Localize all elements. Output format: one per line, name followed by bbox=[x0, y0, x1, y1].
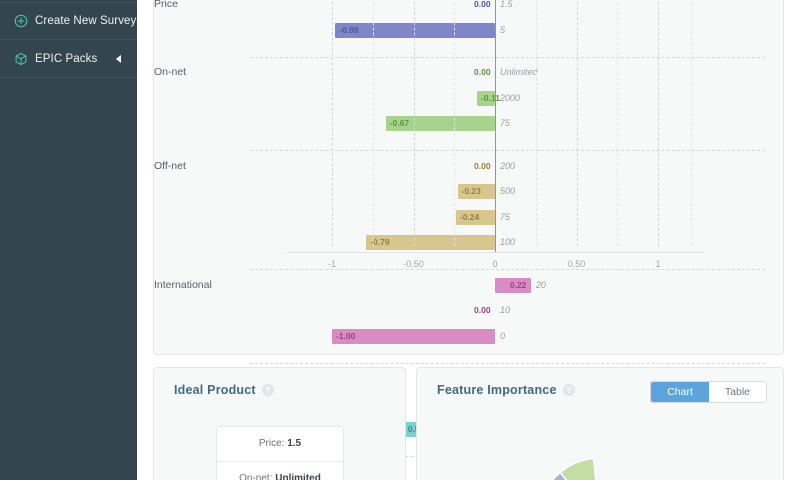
utility-bar[interactable] bbox=[385, 116, 495, 131]
sidebar-item-label: Create New Survey bbox=[35, 15, 137, 27]
ideal-row-value: 1.5 bbox=[287, 438, 302, 449]
level-label: 2000 bbox=[500, 92, 521, 103]
tab-chart[interactable]: Chart bbox=[651, 382, 709, 402]
help-circle-icon[interactable]: ? bbox=[262, 384, 274, 396]
gridline bbox=[535, 0, 537, 246]
level-label: 0 bbox=[500, 330, 506, 341]
attribute-label: International bbox=[154, 278, 212, 291]
level-label: 1.5 bbox=[500, 0, 513, 9]
bar-value-label: 0.00 bbox=[474, 160, 491, 171]
gridline bbox=[658, 0, 659, 246]
group-separator bbox=[250, 56, 765, 58]
donut-segment[interactable] bbox=[559, 457, 597, 480]
gridline bbox=[413, 0, 415, 246]
bar-value-label: 0.00 bbox=[474, 0, 491, 9]
tab-table[interactable]: Table bbox=[724, 386, 750, 398]
x-axis-tick-label: 0 bbox=[492, 259, 498, 269]
utility-bar[interactable] bbox=[495, 277, 531, 293]
attribute-label: Price bbox=[154, 0, 178, 10]
level-label: 75 bbox=[500, 118, 511, 128]
attribute-label: Off-net bbox=[154, 159, 186, 172]
bar-value-label: -1.00 bbox=[336, 330, 356, 341]
utility-bar[interactable] bbox=[335, 22, 495, 38]
utility-bar[interactable] bbox=[455, 209, 495, 225]
sidebar-item-epic-packs[interactable]: EPIC Packs bbox=[0, 40, 137, 78]
bar-value-label: 0.22 bbox=[509, 279, 527, 290]
group-separator bbox=[250, 362, 765, 364]
bar-value-label: -0.24 bbox=[459, 211, 480, 222]
gridline bbox=[576, 0, 578, 246]
gridline bbox=[690, 0, 692, 246]
bar-value-label: -0.11 bbox=[481, 92, 500, 103]
gridline bbox=[454, 0, 456, 246]
level-label: 75 bbox=[500, 211, 511, 222]
bar-value-label: 0.56 bbox=[408, 422, 425, 437]
zero-axis-line bbox=[495, 0, 496, 252]
utility-bar-chart: Price 0.00 1.5 -0.98 5 On-net 0.00 Unlimited -0.… bbox=[154, 0, 783, 478]
ideal-product-row: On-net: Unlimited bbox=[217, 461, 343, 480]
sidebar-item-label: EPIC Packs bbox=[35, 52, 98, 65]
chart-table-toggle: Chart Table bbox=[650, 381, 767, 403]
x-axis-tick-label: -1 bbox=[327, 259, 337, 269]
level-label: 100 bbox=[500, 237, 516, 247]
x-axis-tick-label: -0.50 bbox=[403, 259, 424, 269]
sidebar: Create New Survey EPIC Packs bbox=[0, 0, 137, 480]
utility-bar[interactable] bbox=[457, 184, 495, 199]
cube-icon bbox=[14, 51, 32, 67]
utility-chart-card: Price 0.00 1.5 -0.98 5 On-net 0.00 Unlimited -0.… bbox=[153, 0, 784, 478]
utility-bar[interactable] bbox=[366, 235, 495, 250]
ideal-product-card: Ideal Product ? Price: 1.5 On-net: Unlim… bbox=[153, 367, 406, 480]
feature-importance-donut-chart: 18%12% bbox=[510, 430, 690, 480]
sidebar-item-create-new-survey[interactable]: Create New Survey bbox=[0, 2, 137, 40]
ideal-row-value: Unlimited bbox=[275, 473, 321, 480]
level-label: 500 bbox=[500, 186, 516, 196]
level-label: 20 bbox=[535, 279, 546, 290]
x-axis-line bbox=[286, 252, 704, 253]
main-content: Price 0.00 1.5 -0.98 5 On-net 0.00 Unlimited -0.… bbox=[137, 0, 800, 480]
level-label: 10 bbox=[500, 305, 511, 315]
attribute-label: On-net bbox=[154, 66, 187, 78]
ideal-row-label: On-net: bbox=[239, 473, 273, 480]
bar-value-label: -0.98 bbox=[339, 24, 359, 35]
utility-bar[interactable] bbox=[332, 328, 495, 344]
x-axis-tick-label: 0.50 bbox=[567, 259, 586, 269]
group-separator bbox=[250, 150, 765, 151]
chevron-left-icon[interactable] bbox=[116, 54, 121, 63]
bar-value-label: -0.67 bbox=[389, 118, 410, 128]
plus-circle-icon bbox=[14, 13, 32, 29]
level-label: 200 bbox=[500, 160, 516, 171]
help-circle-icon[interactable]: ? bbox=[563, 384, 575, 396]
x-axis-tick-label: 1 bbox=[655, 259, 661, 269]
bar-value-label: 0.00 bbox=[474, 67, 491, 77]
bar-value-label: 0.00 bbox=[474, 305, 491, 315]
feature-importance-title: Feature Importance bbox=[437, 383, 557, 397]
ideal-product-title: Ideal Product bbox=[174, 383, 256, 397]
ideal-product-row: Price: 1.5 bbox=[217, 427, 343, 461]
ideal-row-label: Price: bbox=[258, 438, 285, 449]
level-label: Unlimited bbox=[500, 67, 538, 77]
utility-bar[interactable] bbox=[477, 90, 495, 106]
gridline bbox=[617, 0, 619, 246]
level-label: 5 bbox=[500, 24, 506, 35]
bar-value-label: -0.79 bbox=[370, 237, 390, 247]
ideal-product-box: Price: 1.5 On-net: Unlimited bbox=[216, 426, 344, 480]
gridline bbox=[332, 0, 333, 246]
gridline bbox=[372, 0, 374, 246]
feature-importance-card: Feature Importance ? Chart Table 18%12% bbox=[416, 367, 784, 480]
bar-value-label: -0.23 bbox=[461, 186, 481, 196]
group-separator bbox=[250, 269, 765, 270]
